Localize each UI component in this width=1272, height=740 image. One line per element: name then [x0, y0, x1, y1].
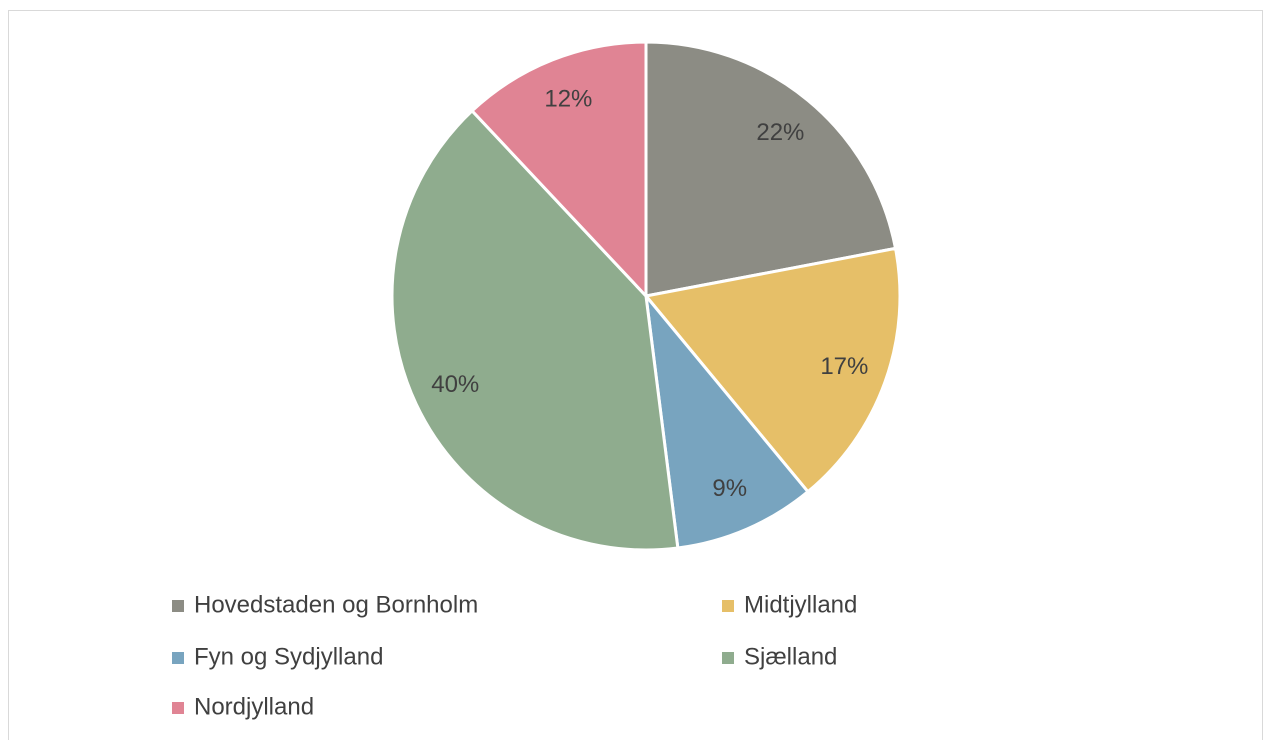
- data-label: 17%: [820, 353, 868, 380]
- data-label: 9%: [712, 475, 747, 502]
- legend-label: Sjælland: [744, 643, 837, 670]
- legend-swatch: [722, 600, 734, 612]
- pie-slice: [644, 40, 898, 298]
- legend-swatch: [172, 600, 184, 612]
- pie-slice: [644, 294, 810, 550]
- data-label: 22%: [756, 119, 804, 146]
- data-label: 12%: [544, 85, 592, 112]
- legend-swatch: [722, 652, 734, 664]
- chart-border: [8, 10, 1263, 740]
- pie-slice: [644, 246, 902, 494]
- legend-swatch: [172, 652, 184, 664]
- legend-label: Hovedstaden og Bornholm: [194, 591, 478, 618]
- legend-label: Nordjylland: [194, 693, 314, 720]
- data-label: 40%: [431, 371, 479, 398]
- legend-label: Midtjylland: [744, 591, 857, 618]
- pie-slice: [470, 40, 648, 298]
- legend-label: Fyn og Sydjylland: [194, 643, 383, 670]
- legend-swatch: [172, 702, 184, 714]
- pie-slice: [390, 109, 680, 552]
